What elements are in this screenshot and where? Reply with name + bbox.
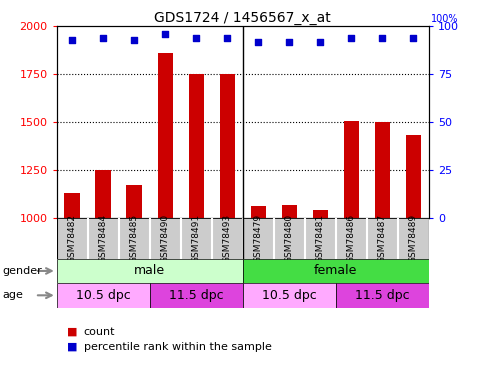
- Bar: [150, 283, 243, 308]
- Text: 100%: 100%: [431, 14, 459, 24]
- Text: GSM78482: GSM78482: [68, 214, 77, 262]
- Point: [348, 35, 355, 41]
- Point: [161, 31, 169, 37]
- Point: [68, 37, 76, 43]
- Text: female: female: [314, 264, 357, 278]
- Text: GSM78491: GSM78491: [192, 214, 201, 262]
- Text: GSM78485: GSM78485: [130, 214, 139, 262]
- Text: GSM78479: GSM78479: [254, 214, 263, 262]
- Point: [379, 35, 387, 41]
- Text: ■: ■: [67, 342, 77, 352]
- Text: ■: ■: [67, 327, 77, 337]
- Text: 10.5 dpc: 10.5 dpc: [262, 289, 317, 302]
- Text: GSM78493: GSM78493: [223, 214, 232, 262]
- Text: male: male: [134, 264, 165, 278]
- Title: GDS1724 / 1456567_x_at: GDS1724 / 1456567_x_at: [154, 11, 331, 25]
- Bar: [344, 121, 359, 218]
- Text: 11.5 dpc: 11.5 dpc: [169, 289, 224, 302]
- Point: [254, 39, 262, 45]
- Bar: [243, 283, 336, 308]
- Point: [223, 35, 231, 41]
- Bar: [313, 210, 328, 218]
- Text: GSM78489: GSM78489: [409, 214, 418, 262]
- Bar: [157, 53, 173, 217]
- Bar: [243, 259, 429, 283]
- Text: 10.5 dpc: 10.5 dpc: [76, 289, 131, 302]
- Text: GSM78481: GSM78481: [316, 214, 325, 262]
- Point: [285, 39, 293, 45]
- Text: GSM78490: GSM78490: [161, 214, 170, 262]
- Bar: [282, 205, 297, 218]
- Bar: [336, 283, 429, 308]
- Point: [192, 35, 200, 41]
- Text: GSM78480: GSM78480: [285, 214, 294, 262]
- Text: GSM78484: GSM78484: [99, 214, 108, 262]
- Text: GSM78486: GSM78486: [347, 214, 356, 262]
- Bar: [65, 193, 80, 217]
- Bar: [250, 206, 266, 218]
- Bar: [219, 74, 235, 217]
- Bar: [96, 170, 111, 217]
- Text: count: count: [84, 327, 115, 337]
- Bar: [57, 283, 150, 308]
- Text: GSM78487: GSM78487: [378, 214, 387, 262]
- Point: [99, 35, 107, 41]
- Text: age: age: [2, 290, 23, 300]
- Bar: [127, 185, 142, 218]
- Point: [130, 37, 138, 43]
- Text: percentile rank within the sample: percentile rank within the sample: [84, 342, 272, 352]
- Text: gender: gender: [2, 266, 42, 276]
- Text: 11.5 dpc: 11.5 dpc: [355, 289, 410, 302]
- Bar: [406, 135, 421, 218]
- Point: [410, 35, 418, 41]
- Bar: [375, 122, 390, 218]
- Bar: [57, 259, 243, 283]
- Bar: [188, 74, 204, 217]
- Point: [317, 39, 324, 45]
